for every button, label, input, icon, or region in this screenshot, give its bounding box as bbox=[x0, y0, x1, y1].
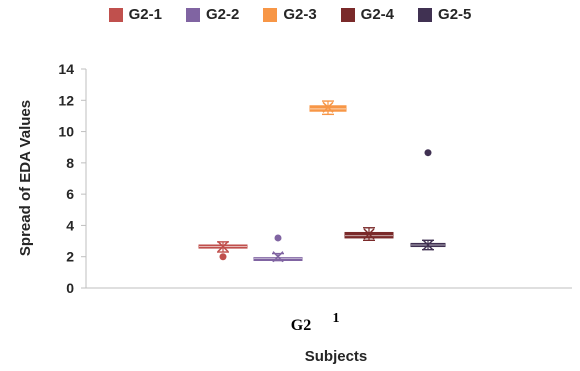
y-tick-label: 12 bbox=[58, 92, 74, 108]
y-axis-label: Spread of EDA Values bbox=[17, 100, 34, 256]
legend-label: G2-3 bbox=[283, 6, 317, 23]
legend-swatch bbox=[108, 7, 123, 22]
legend-swatch bbox=[418, 7, 433, 22]
box-series bbox=[198, 241, 248, 261]
y-tick-label: 6 bbox=[66, 186, 74, 202]
box-series bbox=[410, 149, 446, 251]
mean-marker bbox=[422, 239, 434, 251]
legend-label: G2-1 bbox=[128, 6, 162, 23]
legend-item: G2-2 bbox=[185, 6, 240, 23]
legend-swatch bbox=[263, 7, 278, 22]
legend-item: G2-5 bbox=[418, 6, 471, 23]
category-sublabel: 1 bbox=[333, 311, 340, 326]
x-axis-label: Subjects bbox=[305, 348, 368, 365]
y-tick-label: 10 bbox=[58, 124, 74, 140]
legend-label: G2-5 bbox=[438, 6, 472, 23]
legend-label: G2-2 bbox=[205, 6, 240, 23]
outlier-point bbox=[274, 234, 282, 242]
box-series bbox=[344, 227, 394, 241]
legend-item: G2-3 bbox=[263, 6, 317, 23]
mean-marker bbox=[217, 241, 229, 253]
mean-marker bbox=[363, 228, 375, 240]
mean-marker bbox=[272, 251, 284, 263]
box-series bbox=[253, 234, 303, 263]
legend-item: G2-1 bbox=[108, 6, 162, 23]
box-series bbox=[309, 100, 347, 116]
legend-label: G2-4 bbox=[360, 6, 395, 23]
outlier-point bbox=[424, 149, 432, 157]
legend-swatch bbox=[185, 7, 200, 22]
y-tick-label: 4 bbox=[66, 217, 74, 233]
outlier-point bbox=[219, 253, 227, 261]
legend-swatch bbox=[340, 7, 355, 22]
legend: G2-1 G2-2 G2-3 G2-4 G2-5 bbox=[0, 6, 580, 23]
y-tick-label: 8 bbox=[66, 155, 74, 171]
y-tick-label: 2 bbox=[66, 249, 74, 265]
category-label: G2 bbox=[291, 317, 311, 334]
y-tick-label: 0 bbox=[66, 280, 74, 296]
mean-marker bbox=[322, 101, 334, 113]
legend-item: G2-4 bbox=[340, 6, 395, 23]
y-tick-label: 14 bbox=[58, 61, 74, 77]
